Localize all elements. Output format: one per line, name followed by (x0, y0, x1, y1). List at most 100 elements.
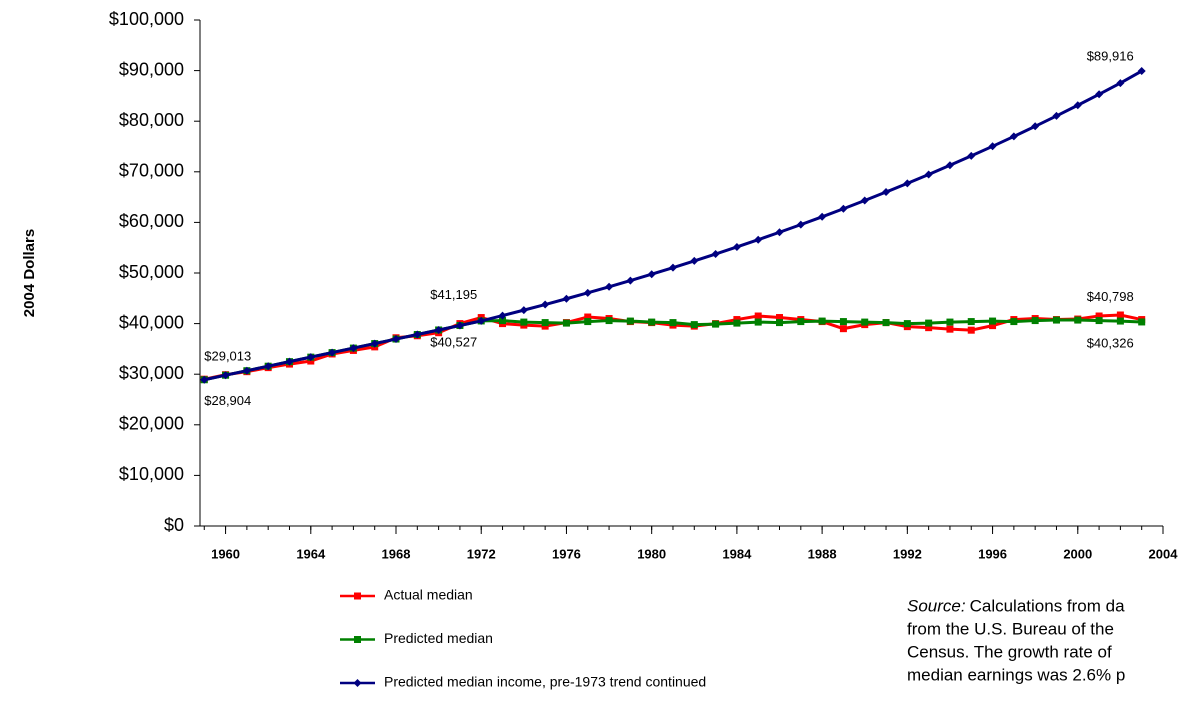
source-line: median earnings was 2.6% p (907, 665, 1125, 684)
value-label: $28,904 (204, 393, 251, 408)
marker (1116, 79, 1125, 88)
marker (1009, 132, 1018, 141)
legend-marker (353, 679, 362, 687)
marker (925, 319, 933, 327)
marker (668, 263, 677, 272)
x-tick-label: 1984 (722, 546, 752, 561)
y-tick-label: $0 (164, 515, 184, 535)
source-line: Census. The growth rate of (907, 642, 1112, 661)
legend-label: Predicted median (384, 630, 493, 646)
value-label: $41,195 (430, 287, 477, 302)
marker (818, 317, 826, 325)
y-tick-label: $30,000 (119, 363, 184, 383)
marker (946, 325, 954, 333)
y-tick-label: $70,000 (119, 161, 184, 181)
marker (839, 318, 847, 326)
marker (1095, 317, 1103, 325)
x-tick-label: 1960 (211, 546, 240, 561)
legend-label: Actual median (384, 587, 473, 603)
marker (370, 339, 379, 348)
legend-marker (354, 636, 361, 643)
y-tick-label: $90,000 (119, 59, 184, 79)
marker (434, 325, 443, 334)
marker (861, 318, 869, 326)
marker (648, 318, 656, 326)
x-tick-label: 1980 (637, 546, 666, 561)
marker (882, 319, 890, 327)
x-tick-label: 2004 (1149, 546, 1179, 561)
y-tick-label: $10,000 (119, 464, 184, 484)
marker (498, 311, 507, 320)
marker (584, 313, 592, 321)
marker (1031, 317, 1039, 325)
marker (967, 318, 975, 326)
marker (989, 322, 997, 330)
marker (690, 321, 698, 329)
marker (754, 318, 762, 326)
source-label: Source: (907, 596, 966, 615)
x-tick-label: 1972 (467, 546, 496, 561)
marker (647, 270, 656, 279)
x-tick-label: 1992 (893, 546, 922, 561)
marker (1052, 316, 1060, 324)
source-line: Calculations from da (970, 596, 1126, 615)
value-label: $40,798 (1087, 289, 1134, 304)
marker (1116, 317, 1124, 325)
marker (797, 318, 805, 326)
y-tick-label: $40,000 (119, 312, 184, 332)
marker (626, 317, 634, 325)
marker (584, 318, 592, 326)
legend-label: Predicted median income, pre-1973 trend … (384, 674, 706, 690)
marker (733, 319, 741, 327)
x-tick-label: 1976 (552, 546, 581, 561)
marker (967, 151, 976, 160)
marker (1074, 316, 1082, 324)
marker (776, 319, 784, 327)
y-tick-label: $20,000 (119, 414, 184, 434)
x-tick-label: 1968 (382, 546, 411, 561)
y-tick-label: $80,000 (119, 110, 184, 130)
marker (946, 318, 954, 326)
marker (1031, 122, 1040, 131)
marker (1073, 101, 1082, 110)
y-axis-label: 2004 Dollars (21, 229, 38, 317)
marker (605, 282, 614, 291)
marker (945, 161, 954, 170)
value-label: $40,527 (430, 334, 477, 349)
marker (499, 317, 507, 325)
marker (839, 204, 848, 213)
marker (732, 242, 741, 251)
x-tick-label: 1964 (296, 546, 326, 561)
marker (776, 314, 784, 322)
marker (328, 348, 337, 357)
x-tick-label: 1988 (808, 546, 837, 561)
marker (818, 212, 827, 221)
marker (690, 256, 699, 265)
marker (519, 306, 528, 315)
marker (754, 312, 762, 320)
marker (626, 276, 635, 285)
marker (541, 300, 550, 309)
marker (349, 344, 358, 353)
marker (925, 324, 933, 332)
marker (1138, 318, 1146, 326)
y-tick-label: $100,000 (109, 9, 184, 29)
marker (903, 320, 911, 328)
marker (541, 322, 549, 330)
marker (477, 316, 486, 325)
marker (754, 235, 763, 244)
marker (1010, 318, 1018, 326)
marker (1052, 111, 1061, 120)
marker (200, 375, 209, 384)
value-label: $40,326 (1087, 335, 1134, 350)
marker (711, 250, 720, 259)
marker (242, 366, 251, 375)
y-tick-label: $60,000 (119, 211, 184, 231)
marker (775, 228, 784, 237)
legend-marker (354, 592, 361, 600)
marker (583, 288, 592, 297)
marker (562, 319, 570, 327)
marker (733, 316, 741, 324)
marker (1095, 312, 1103, 320)
